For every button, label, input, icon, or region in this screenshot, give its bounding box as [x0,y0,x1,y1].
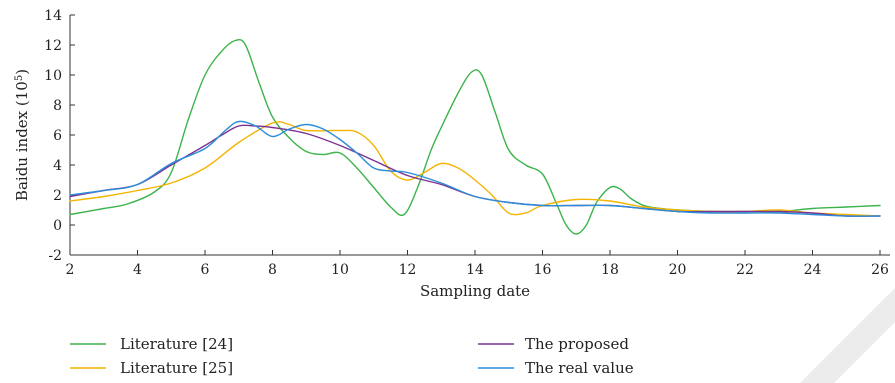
legend: Literature [24] Literature [25] The prop… [70,335,634,377]
series-line-literature-24 [69,38,881,235]
y-axis-title-superscript: 5 [14,75,25,81]
y-tick-label: 0 [53,218,62,234]
x-tick-label: 18 [601,262,619,278]
watermark-stripe [800,288,895,383]
series-line-literature-25 [69,121,881,217]
y-tick-label: 8 [53,98,62,114]
series-line-the-proposed [69,124,881,217]
x-tick-label: 6 [201,262,210,278]
y-ticks: -2 0 2 4 6 8 10 12 14 [44,8,75,264]
y-tick-label: 6 [53,128,62,144]
y-axis-title-end: ) [13,69,31,75]
x-tick-label: 22 [736,262,754,278]
y-tick-label: 14 [44,8,62,24]
x-tick-label: 26 [871,262,889,278]
x-ticks: 2 4 6 8 10 12 14 16 18 20 22 24 26 [66,250,889,278]
legend-label-the-real-value: The real value [525,359,634,377]
y-tick-label: -2 [48,248,62,264]
series-line-the-real-value [69,120,881,217]
x-tick-label: 8 [268,262,277,278]
legend-item-literature-25: Literature [25] [70,359,233,377]
legend-label-the-proposed: The proposed [525,335,629,353]
x-tick-label: 12 [399,262,417,278]
x-axis-title: Sampling date [420,282,530,300]
y-axis-title-main: Baidu index (10 [13,81,31,201]
legend-item-the-proposed: The proposed [478,335,629,353]
axes [69,15,890,256]
x-tick-label: 24 [804,262,822,278]
x-tick-label: 10 [331,262,349,278]
y-tick-label: 2 [53,188,62,204]
series-lines [69,38,881,235]
legend-label-literature-24: Literature [24] [120,335,233,353]
y-tick-label: 12 [44,38,62,54]
legend-item-the-real-value: The real value [478,359,634,377]
x-tick-label: 4 [133,262,142,278]
legend-label-literature-25: Literature [25] [120,359,233,377]
x-tick-label: 14 [466,262,484,278]
y-axis-title: Baidu index (105) [13,69,31,201]
x-tick-label: 2 [66,262,75,278]
y-tick-label: 10 [44,68,62,84]
x-tick-label: 20 [669,262,687,278]
legend-item-literature-24: Literature [24] [70,335,233,353]
y-tick-label: 4 [53,158,62,174]
x-tick-label: 16 [534,262,552,278]
